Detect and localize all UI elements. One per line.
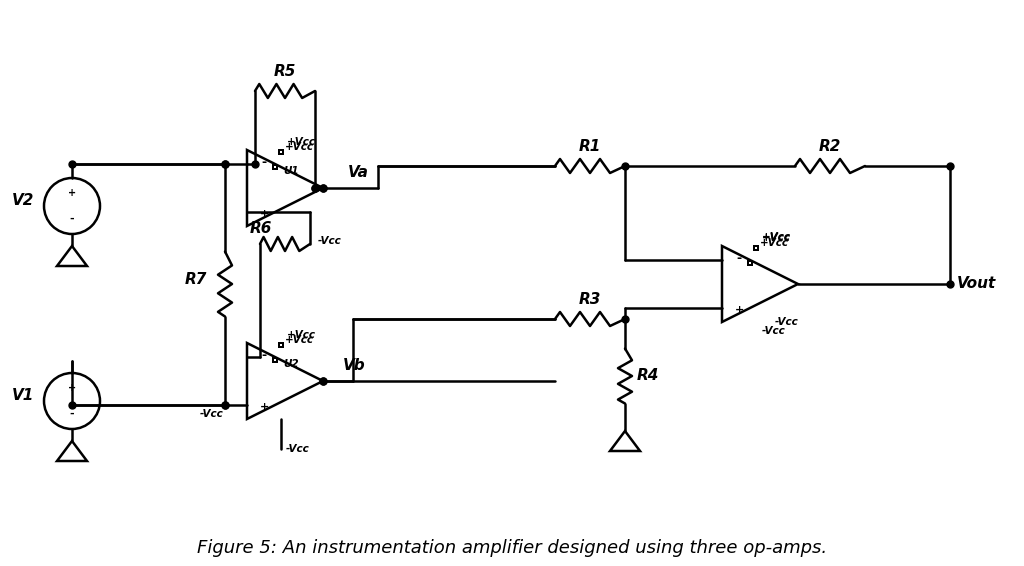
Text: R7: R7 [184, 272, 207, 286]
Text: V2: V2 [11, 193, 34, 208]
Text: +: + [259, 402, 268, 412]
Text: -: - [736, 252, 741, 265]
Text: R6: R6 [250, 221, 272, 236]
Bar [748, 261, 753, 265]
Text: Va: Va [348, 165, 369, 180]
Text: -: - [70, 213, 75, 224]
Text: +Vcc: +Vcc [762, 233, 792, 243]
Text: -: - [70, 409, 75, 419]
Text: -Vcc: -Vcc [318, 236, 342, 246]
Text: +: + [259, 209, 268, 219]
Bar [272, 358, 278, 362]
Text: +Vcc: +Vcc [287, 137, 316, 147]
Bar [754, 246, 759, 250]
Text: Figure 5: An instrumentation amplifier designed using three op-amps.: Figure 5: An instrumentation amplifier d… [197, 539, 827, 557]
Text: +: + [734, 305, 743, 315]
Text: +Vcc: +Vcc [285, 335, 314, 345]
Text: Vout: Vout [957, 277, 996, 291]
Text: R4: R4 [637, 368, 659, 384]
Text: +Vcc: +Vcc [285, 142, 314, 152]
Bar [272, 165, 278, 169]
Text: +: + [68, 188, 76, 199]
Text: R3: R3 [579, 292, 601, 307]
Text: -: - [261, 156, 266, 169]
Bar [748, 261, 753, 265]
Text: -Vcc: -Vcc [286, 444, 310, 454]
Text: -Vcc: -Vcc [200, 409, 224, 419]
Text: +Vcc: +Vcc [760, 238, 790, 248]
Text: R2: R2 [819, 139, 841, 154]
Bar [279, 149, 284, 154]
Text: +Vcc: +Vcc [762, 232, 791, 242]
Text: Vb: Vb [343, 358, 366, 373]
Text: -: - [261, 349, 266, 362]
Text: R5: R5 [273, 64, 296, 79]
Text: -Vcc: -Vcc [775, 317, 799, 327]
Text: +: + [68, 383, 76, 393]
Text: R1: R1 [579, 139, 601, 154]
Text: U2: U2 [283, 359, 299, 369]
Text: V1: V1 [11, 388, 34, 403]
Text: +Vcc: +Vcc [287, 330, 316, 340]
Bar [279, 342, 284, 347]
Text: U1: U1 [283, 166, 299, 176]
Text: -Vcc: -Vcc [762, 326, 785, 336]
